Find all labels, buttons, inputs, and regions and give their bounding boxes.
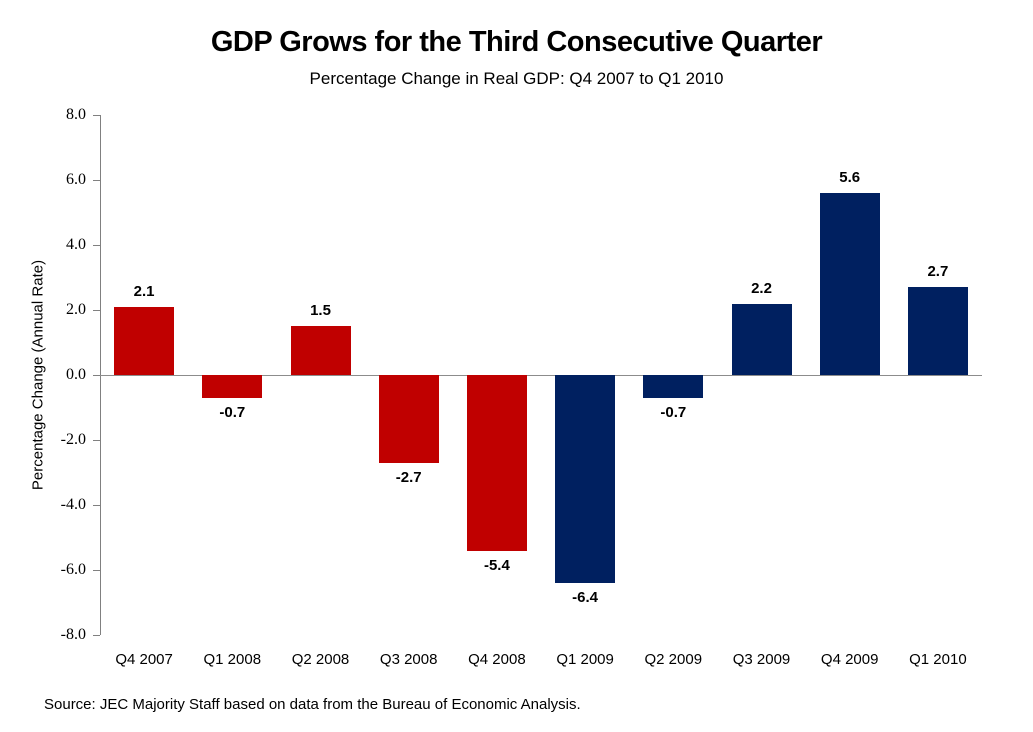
bar-q1-2008	[202, 375, 263, 398]
y-axis-tick-mark	[93, 440, 100, 441]
y-axis-tick-label: -6.0	[60, 561, 86, 578]
bar-q1-2010	[907, 287, 968, 375]
bar-value-label-q4-2009: 5.6	[839, 169, 861, 186]
y-axis-tick-mark	[93, 635, 100, 636]
bar-value-label-q1-2009: -6.4	[572, 589, 599, 606]
x-axis-tick-label-q1-2008: Q1 2008	[203, 651, 262, 668]
bar-value-label-q1-2008: -0.7	[219, 403, 246, 421]
bar-q4-2009	[819, 193, 880, 375]
x-axis-tick-label-q2-2009: Q2 2009	[644, 651, 703, 668]
y-axis-tick-mark	[93, 375, 100, 376]
bar-value-label-q1-2010: 2.7	[927, 263, 949, 281]
bar-q4-2008	[466, 375, 527, 551]
bar-value-label-q4-2007: 2.1	[133, 282, 155, 300]
y-axis-tick-mark	[93, 180, 100, 181]
bar-q2-2008	[290, 326, 351, 375]
x-axis-tick-label-q4-2009: Q4 2009	[820, 651, 879, 668]
y-axis-tick-label: -4.0	[60, 496, 86, 513]
chart-subtitle: Percentage Change in Real GDP: Q4 2007 t…	[309, 69, 724, 88]
y-axis-tick-mark	[93, 115, 100, 116]
x-axis-tick-label-q1-2010: Q1 2010	[909, 651, 967, 668]
bar-q2-2009	[643, 375, 704, 398]
y-axis-tick-label: 0.0	[66, 366, 86, 383]
y-axis-tick-label: 2.0	[66, 301, 86, 318]
bar-value-label-q2-2009: -0.7	[660, 403, 687, 421]
bar-q4-2007	[114, 306, 175, 375]
bar-q3-2008	[378, 375, 439, 463]
x-axis-tick-label-q3-2008: Q3 2008	[379, 651, 438, 668]
x-axis-tick-label-q4-2008: Q4 2008	[468, 651, 526, 668]
chart-title: GDP Grows for the Third Consecutive Quar…	[210, 26, 823, 58]
source-note: Source: JEC Majority Staff based on data…	[44, 696, 581, 713]
x-axis-tick-label-q1-2009: Q1 2009	[556, 651, 614, 668]
y-axis-tick-label: -8.0	[60, 626, 86, 643]
y-axis-tick-label: 6.0	[66, 171, 86, 188]
bar-value-label-q2-2008: 1.5	[310, 302, 331, 320]
bar-q1-2009	[555, 375, 616, 583]
y-axis-tick-mark	[93, 505, 100, 506]
x-axis-tick-label-q3-2009: Q3 2009	[732, 651, 791, 668]
bar-value-label-q3-2008: -2.7	[395, 468, 422, 486]
y-axis-tick-label: 4.0	[66, 236, 86, 253]
x-axis-tick-label-q2-2008: Q2 2008	[291, 651, 350, 668]
y-axis-tick-mark	[93, 570, 100, 571]
bar-value-label-q3-2009: 2.2	[751, 279, 772, 297]
x-axis-tick-label-q4-2007: Q4 2007	[115, 651, 173, 668]
y-axis-tick-mark	[93, 310, 100, 311]
bar-q3-2009	[731, 303, 792, 375]
y-axis-tick-label: 8.0	[66, 106, 86, 123]
y-axis-tick-mark	[93, 245, 100, 246]
zero-line	[100, 375, 982, 376]
bar-value-label-q4-2008: -5.4	[483, 556, 510, 574]
y-axis-tick-label: -2.0	[60, 431, 86, 448]
